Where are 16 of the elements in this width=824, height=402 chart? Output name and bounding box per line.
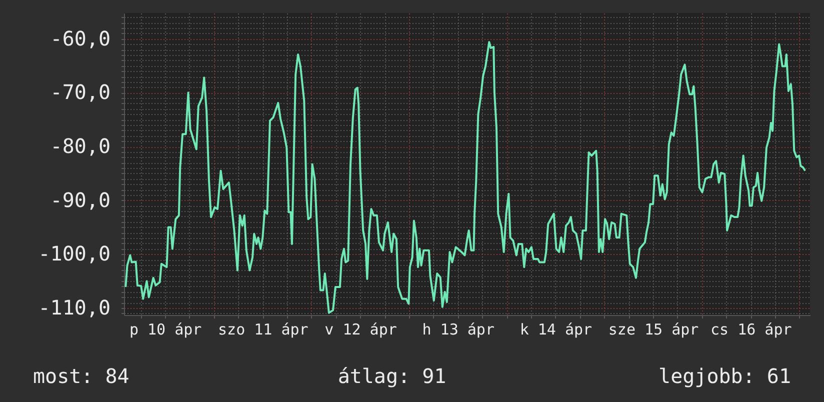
x-tick-label: szo 11 ápr <box>218 320 308 338</box>
x-tick-label: p 10 ápr <box>129 320 202 338</box>
x-tick-label: v 12 ápr <box>324 320 397 338</box>
text: legjobb: 61 <box>658 364 791 388</box>
x-tick-label: k 14 ápr <box>520 320 592 338</box>
y-tick-label: -60,0 <box>50 26 110 50</box>
text: átlag: 91 <box>338 364 446 388</box>
x-tick-label: sze 15 ápr <box>608 320 699 338</box>
y-tick-label: -80,0 <box>50 134 110 158</box>
text: most: 84 <box>33 364 130 388</box>
y-tick-label: -70,0 <box>50 80 110 104</box>
y-tick-label: -110,0 <box>38 296 110 320</box>
x-tick-label: h 13 ápr <box>422 320 494 338</box>
y-tick-label: -100,0 <box>38 242 110 266</box>
x-tick-label: cs 16 ápr <box>710 320 792 338</box>
y-tick-label: -90,0 <box>50 188 110 212</box>
